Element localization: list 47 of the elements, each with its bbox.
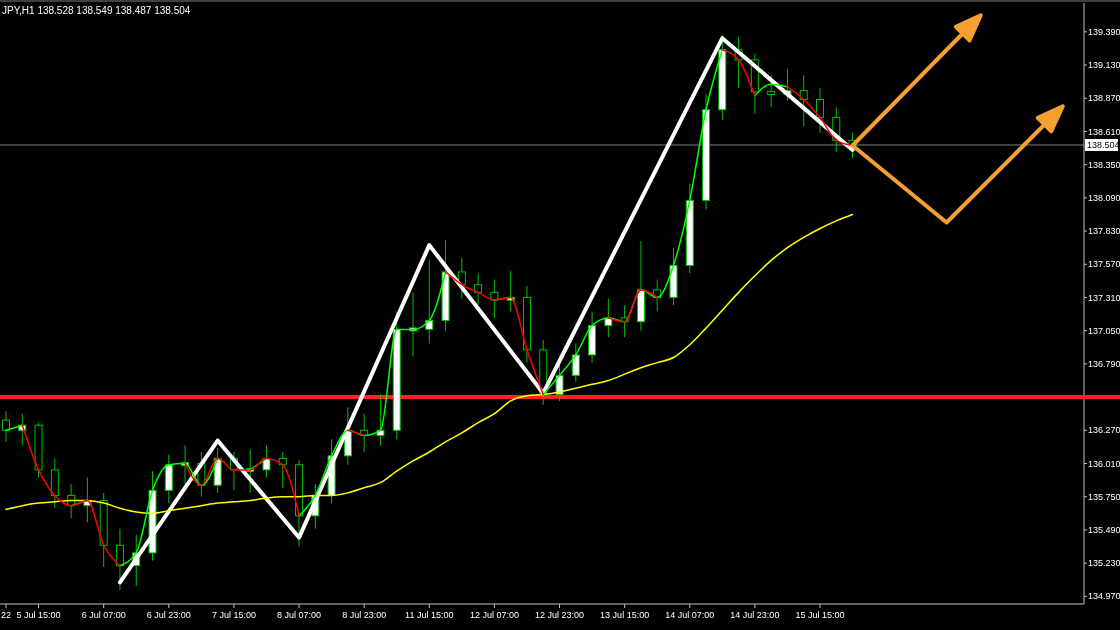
y-tick-label: 138.350 <box>1088 159 1120 170</box>
y-tick-label: 135.490 <box>1088 525 1120 536</box>
y-tick-label: 136.790 <box>1088 359 1120 370</box>
x-tick-label: 5 Jul 15:00 <box>16 610 61 620</box>
x-tick-label: 14 Jul 07:00 <box>665 610 715 620</box>
candlestick <box>571 342 580 383</box>
x-tick-label: 15 Jul 15:00 <box>795 610 845 620</box>
ref-line-label: 138.504 <box>1087 140 1120 151</box>
candlestick <box>2 410 10 443</box>
y-tick-label: 137.310 <box>1088 292 1120 303</box>
x-tick-label: 12 Jul 23:00 <box>535 610 585 620</box>
y-tick-label: 135.230 <box>1088 558 1120 569</box>
x-tick-label: 22 <box>0 610 12 620</box>
candlestick <box>799 74 808 127</box>
y-tick-label: 139.130 <box>1088 60 1120 71</box>
x-tick-label: 8 Jul 07:00 <box>277 610 322 620</box>
y-tick-label: 137.050 <box>1088 325 1120 336</box>
x-tick-label: 13 Jul 15:00 <box>600 610 650 620</box>
x-tick-label: 14 Jul 23:00 <box>730 610 780 620</box>
candlestick <box>262 445 271 479</box>
candlestick <box>490 279 499 319</box>
y-tick-label: 135.750 <box>1088 491 1120 502</box>
y-tick-label: 137.570 <box>1088 259 1120 270</box>
line-series <box>117 36 855 585</box>
x-tick-label: 7 Jul 15:00 <box>211 610 256 620</box>
x-tick-label: 6 Jul 07:00 <box>81 610 126 620</box>
y-tick-label: 137.830 <box>1088 226 1120 237</box>
x-tick-label: 11 Jul 15:00 <box>405 610 454 620</box>
y-tick-label: 138.610 <box>1088 126 1120 137</box>
x-tick-label: 12 Jul 07:00 <box>469 610 519 620</box>
y-tick-label: 138.870 <box>1088 93 1120 104</box>
candlestick <box>425 259 434 344</box>
candlestick <box>474 272 483 306</box>
chart-title: JPY,H1 138.528 138.549 138.487 138.504 <box>2 5 191 16</box>
x-tick-label: 6 Jul 23:00 <box>146 610 191 620</box>
y-tick-label: 138.090 <box>1088 193 1120 204</box>
candlestick <box>115 528 124 591</box>
candlestick <box>816 87 824 134</box>
y-tick-label: 136.270 <box>1088 425 1120 436</box>
line-series <box>5 213 854 515</box>
candlestick <box>604 298 613 338</box>
candlestick <box>376 394 385 447</box>
y-tick-label: 139.390 <box>1088 26 1120 37</box>
candlestick <box>767 74 776 108</box>
x-tick-label: 8 Jul 23:00 <box>342 610 387 620</box>
y-tick-label: 134.970 <box>1088 591 1120 602</box>
y-tick-label: 136.010 <box>1088 458 1120 469</box>
